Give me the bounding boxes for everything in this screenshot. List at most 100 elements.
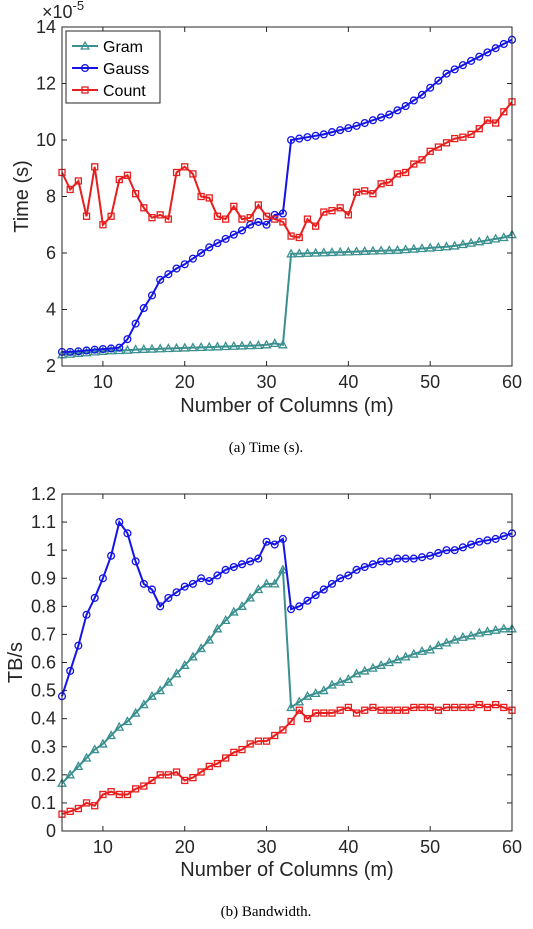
time-point-count	[131, 190, 140, 198]
bandwidth-point-gram	[81, 752, 92, 762]
bandwidth-point-count	[483, 703, 492, 712]
bandwidth-point-count	[410, 703, 418, 712]
bandwidth-chart-y-axis-label: TB/s	[5, 642, 27, 683]
time-point-gauss	[66, 347, 75, 356]
bandwidth-y-tick-label: 0.8	[31, 596, 56, 616]
time-point-count	[123, 171, 132, 179]
time-chart-y-axis-label: Time (s)	[11, 160, 33, 233]
time-point-gram	[163, 343, 174, 353]
bandwidth-point-gram	[269, 578, 280, 588]
time-x-tick-label: 10	[93, 372, 113, 392]
bandwidth-chart: 10 20 30 40 50 60 0 0.1 0.2 0.3 0.4 0.5 0.6 0.7 0.8 0.9…	[5, 484, 522, 920]
time-point-gauss	[327, 128, 337, 137]
time-chart-legend: Gram Gauss Count	[65, 30, 161, 104]
bandwidth-point-gauss	[156, 602, 165, 611]
bandwidth-point-count	[230, 748, 238, 757]
bandwidth-point-gauss	[434, 548, 443, 558]
bandwidth-point-count	[500, 703, 508, 712]
time-point-gram	[220, 341, 231, 351]
bandwidth-y-tick-label: 0.2	[31, 765, 56, 785]
time-point-gauss	[385, 110, 394, 119]
bandwidth-point-count	[320, 709, 328, 717]
time-point-gauss	[377, 113, 386, 122]
bandwidth-point-gauss	[180, 582, 189, 591]
bandwidth-x-tick-label: 10	[93, 837, 113, 857]
bandwidth-point-gram	[417, 645, 427, 655]
bandwidth-point-count	[262, 737, 271, 745]
bandwidth-point-count	[361, 706, 369, 714]
bandwidth-point-gauss	[213, 571, 222, 580]
bandwidth-point-gauss	[139, 579, 148, 588]
time-point-gauss	[139, 304, 148, 313]
time-point-gram	[351, 246, 362, 256]
bandwidth-point-count	[123, 790, 132, 799]
bandwidth-point-gauss	[491, 534, 500, 543]
bandwidth-point-gram	[449, 634, 460, 644]
bandwidth-series-line-gram	[61, 566, 512, 784]
bandwidth-point-count	[279, 726, 287, 734]
bandwidth-point-gram	[286, 702, 296, 712]
bandwidth-point-count	[254, 737, 263, 745]
bandwidth-x-tick-label: 50	[420, 837, 440, 857]
bandwidth-point-count	[189, 773, 197, 782]
time-series-line-gram	[61, 233, 513, 356]
bandwidth-point-gram	[196, 643, 206, 653]
bandwidth-point-gram	[179, 659, 190, 669]
time-point-gauss	[131, 319, 140, 328]
legend-label-count: Count	[103, 83, 146, 100]
bandwidth-point-count	[74, 804, 83, 813]
time-point-count	[107, 212, 115, 220]
bandwidth-point-gram	[65, 769, 76, 779]
time-point-count	[254, 201, 263, 209]
time-point-gram	[335, 246, 346, 256]
bandwidth-point-gram	[335, 676, 346, 686]
bandwidth-chart-x-axis-label: Number of Columns (m)	[180, 859, 393, 881]
bandwidth-point-gauss	[401, 554, 410, 563]
bandwidth-point-gram	[368, 662, 378, 672]
bandwidth-point-gauss	[221, 565, 230, 574]
time-point-count	[491, 119, 500, 127]
bandwidth-point-gram	[384, 657, 395, 667]
bandwidth-point-count	[311, 709, 320, 717]
bandwidth-point-count	[352, 709, 361, 717]
time-point-gauss	[295, 134, 304, 143]
bandwidth-point-gauss	[352, 565, 361, 574]
time-point-gauss	[311, 131, 320, 140]
time-point-gauss	[287, 135, 296, 145]
time-point-gram	[269, 338, 280, 348]
time-point-gram	[286, 248, 296, 258]
time-point-gauss	[254, 217, 263, 226]
time-point-gram	[228, 340, 239, 350]
time-point-gram	[474, 236, 485, 246]
bandwidth-point-gauss	[74, 641, 83, 650]
time-point-gram	[122, 344, 133, 354]
time-x-tick-label: 30	[257, 372, 277, 392]
time-point-gauss	[499, 39, 508, 48]
time-point-gram	[237, 340, 247, 350]
bandwidth-point-gauss	[409, 554, 418, 563]
bandwidth-point-gram	[114, 721, 125, 731]
bandwidth-point-gram	[204, 634, 215, 644]
time-point-gauss	[458, 61, 467, 70]
bandwidth-point-gauss	[311, 591, 320, 600]
bandwidth-point-count	[475, 700, 483, 709]
time-point-count	[197, 192, 205, 201]
time-point-gram	[498, 232, 509, 242]
bandwidth-point-gram	[106, 730, 116, 740]
time-point-gram	[155, 343, 166, 353]
time-point-gram	[73, 347, 84, 357]
time-point-count	[82, 212, 91, 220]
time-x-tick-label: 20	[175, 372, 195, 392]
time-y-tick-label: 8	[46, 187, 56, 207]
time-point-gauss	[336, 126, 345, 135]
bandwidth-point-gram	[212, 623, 223, 633]
time-point-count	[99, 221, 107, 229]
bandwidth-point-gram	[163, 676, 174, 686]
time-point-gauss	[344, 124, 353, 133]
bandwidth-point-gram	[327, 679, 337, 689]
time-point-gauss	[205, 243, 214, 252]
time-point-gram	[253, 340, 264, 350]
time-point-gram	[171, 342, 182, 352]
time-y-tick-label: 12	[36, 74, 56, 94]
